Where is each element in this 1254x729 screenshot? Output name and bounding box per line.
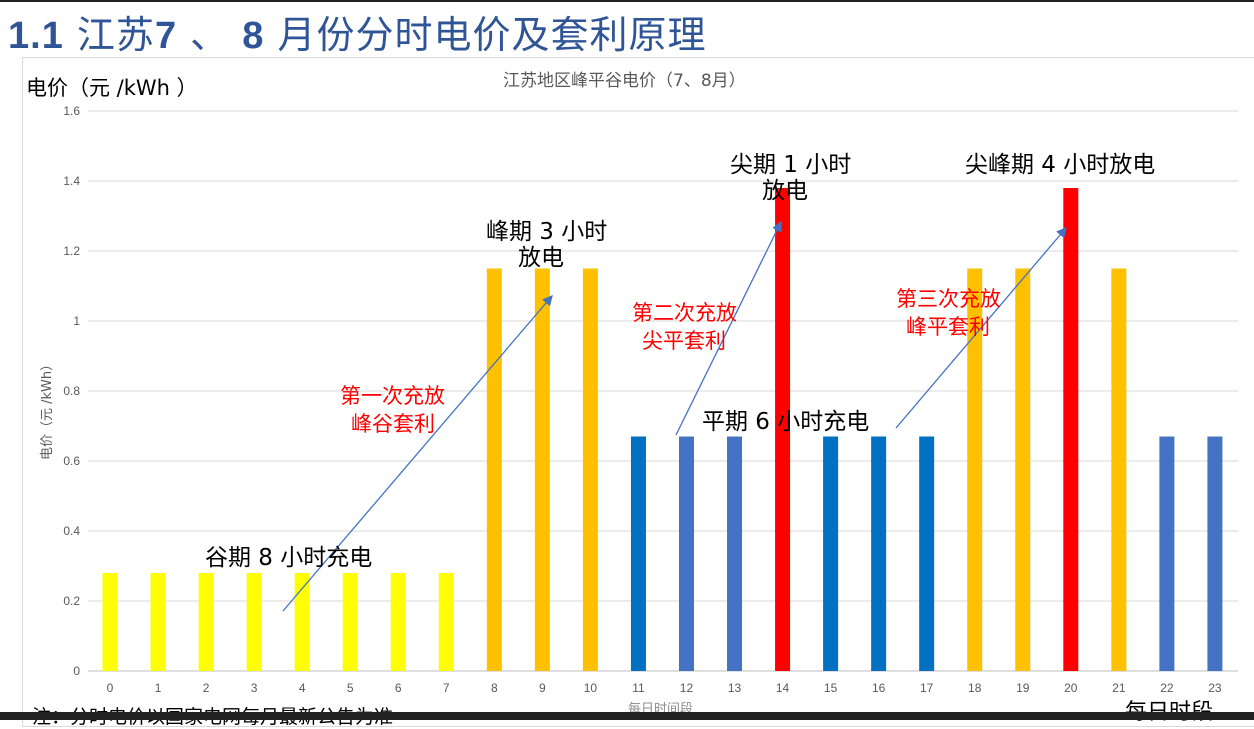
bar xyxy=(727,436,743,671)
y-tick-label: 1.6 xyxy=(63,104,80,118)
arbitrage-arrow xyxy=(675,220,782,436)
y-tick-label: 1.2 xyxy=(63,244,80,258)
x-tick-label: 9 xyxy=(539,681,546,695)
bar xyxy=(390,573,406,671)
y-tick-label: 1 xyxy=(73,314,80,328)
x-tick-label: 0 xyxy=(107,681,114,695)
bar xyxy=(1111,268,1127,671)
annotation-sharp-1: 尖期 1 小时 xyxy=(730,152,852,178)
bar xyxy=(1207,436,1223,671)
arbitrage-arrow xyxy=(282,295,553,612)
y-tick-label: 0.8 xyxy=(63,384,80,398)
bar xyxy=(534,268,550,671)
bar xyxy=(775,188,791,671)
annotation-flat: 平期 6 小时充电 xyxy=(702,409,870,435)
x-tick-label: 19 xyxy=(1016,681,1030,695)
x-tick-label: 13 xyxy=(728,681,742,695)
x-tick-label: 22 xyxy=(1160,681,1174,695)
chart-title: 江苏地区峰平谷电价（7、8月） xyxy=(503,71,746,91)
bar xyxy=(294,573,310,671)
bar xyxy=(150,573,166,671)
x-tick-label: 21 xyxy=(1112,681,1126,695)
annotation-arb-2a: 第二次充放 xyxy=(632,301,737,325)
annotation-arb-1a: 第一次充放 xyxy=(340,384,445,408)
bar xyxy=(246,573,262,671)
bar xyxy=(1063,188,1079,671)
x-tick-label: 10 xyxy=(584,681,598,695)
top-border xyxy=(0,0,1254,2)
x-tick-label: 14 xyxy=(776,681,790,695)
bar xyxy=(342,573,358,671)
annotation-arb-3b: 峰平套利 xyxy=(906,315,990,339)
bar xyxy=(438,573,454,671)
y-tick-label: 0.2 xyxy=(63,594,80,608)
annotation-sharp-peak: 尖峰期 4 小时放电 xyxy=(965,152,1156,178)
annotation-sharp-2: 放电 xyxy=(762,178,808,204)
x-tick-label: 12 xyxy=(680,681,694,695)
y-tick-label: 0.6 xyxy=(63,454,80,468)
annotation-arb-1b: 峰谷套利 xyxy=(351,412,435,436)
x-tick-label: 2 xyxy=(203,681,210,695)
unit-label: 电价（元 /kWh ） xyxy=(26,76,198,100)
bar xyxy=(967,268,983,671)
bar xyxy=(1015,268,1031,671)
bar xyxy=(919,436,935,671)
y-tick-label: 0.4 xyxy=(63,524,80,538)
x-tick-label: 20 xyxy=(1064,681,1078,695)
y-tick-label: 0 xyxy=(73,664,80,678)
y-tick-label: 1.4 xyxy=(63,174,80,188)
x-tick-label: 8 xyxy=(491,681,498,695)
bottom-border xyxy=(0,712,1254,720)
x-tick-label: 17 xyxy=(920,681,934,695)
bar xyxy=(678,436,694,671)
x-tick-label: 23 xyxy=(1208,681,1222,695)
bar xyxy=(102,573,118,671)
x-tick-label: 7 xyxy=(443,681,450,695)
bar xyxy=(486,268,502,671)
x-tick-label: 5 xyxy=(347,681,354,695)
annotation-arb-2b: 尖平套利 xyxy=(642,329,726,353)
annotation-peak-2: 放电 xyxy=(518,245,564,271)
x-tick-label: 4 xyxy=(299,681,306,695)
page-title: 1.1 江苏7 、 8 月份分时电价及套利原理 xyxy=(8,13,707,57)
bar xyxy=(630,436,646,671)
x-tick-label: 15 xyxy=(824,681,838,695)
annotation-arb-3a: 第三次充放 xyxy=(896,287,1001,311)
bar xyxy=(871,436,887,671)
x-tick-label: 16 xyxy=(872,681,886,695)
bar xyxy=(582,268,598,671)
annotation-valley: 谷期 8 小时充电 xyxy=(205,545,373,571)
x-tick-label: 18 xyxy=(968,681,982,695)
bar xyxy=(1159,436,1175,671)
bar xyxy=(823,436,839,671)
x-tick-label: 11 xyxy=(632,681,645,695)
x-tick-label: 6 xyxy=(395,681,402,695)
x-tick-label: 3 xyxy=(251,681,258,695)
arbitrage-arrow xyxy=(895,227,1067,429)
bar xyxy=(198,573,214,671)
x-tick-label: 1 xyxy=(155,681,162,695)
annotation-peak-1: 峰期 3 小时 xyxy=(486,219,608,245)
